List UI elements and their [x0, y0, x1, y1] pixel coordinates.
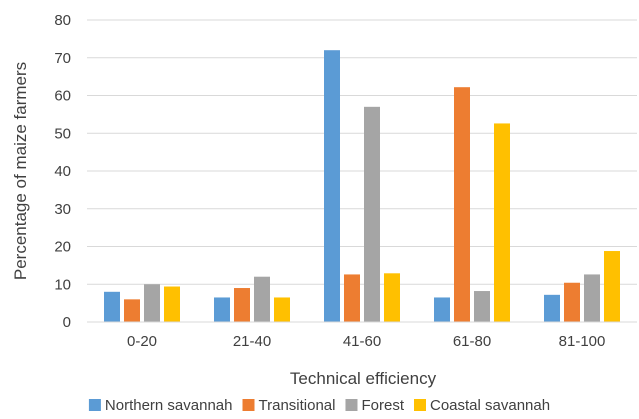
bar — [454, 87, 470, 322]
x-tick-label: 61-80 — [453, 333, 491, 350]
legend-label: Coastal savannah — [430, 397, 550, 414]
legend-label: Forest — [361, 397, 404, 414]
y-axis-title: Percentage of maize farmers — [11, 62, 30, 280]
bar — [104, 291, 120, 322]
legend-swatch — [88, 399, 101, 411]
legend-item: Coastal savannah — [414, 397, 550, 414]
legend-swatch — [414, 399, 426, 411]
bar — [324, 50, 340, 322]
bar — [144, 284, 160, 322]
y-tick-label: 50 — [54, 125, 71, 142]
bar — [384, 273, 400, 322]
y-tick-label: 60 — [54, 88, 71, 105]
y-tick-label: 40 — [54, 163, 71, 180]
bar — [474, 291, 490, 322]
gridlines — [87, 19, 637, 285]
bar — [164, 286, 180, 322]
x-tick-label: 81-100 — [559, 333, 606, 350]
legend-swatch — [242, 399, 255, 411]
bar — [604, 251, 620, 322]
bar — [584, 274, 600, 322]
x-tick-label: 0-20 — [127, 333, 157, 350]
x-axis-ticks: 0-20 21-40 41-60 61-80 81-100 — [127, 333, 605, 350]
legend-label: Transitional — [259, 397, 336, 414]
bar — [434, 297, 450, 322]
bar — [254, 276, 270, 322]
bars — [104, 50, 620, 322]
y-axis-ticks: 0 10 20 30 40 50 60 70 80 — [54, 12, 71, 331]
bar — [364, 106, 380, 322]
x-axis-title: Technical efficiency — [290, 369, 437, 388]
y-tick-label: 70 — [54, 50, 71, 67]
x-tick-label: 21-40 — [233, 333, 271, 350]
legend-label: Northern savannah — [105, 397, 233, 414]
bar — [544, 294, 560, 322]
legend-item: Transitional — [242, 397, 336, 414]
y-tick-label: 0 — [63, 314, 71, 331]
bar — [344, 274, 360, 322]
legend-item: Forest — [345, 397, 405, 414]
bar — [494, 123, 510, 322]
bar — [124, 299, 140, 322]
legend-swatch — [345, 399, 358, 411]
bar — [564, 282, 580, 322]
bar — [274, 297, 290, 322]
bar — [234, 288, 250, 322]
y-tick-label: 30 — [54, 201, 71, 218]
bar — [214, 297, 230, 322]
legend-item: Northern savannah — [88, 397, 233, 414]
y-tick-label: 10 — [54, 276, 71, 293]
y-tick-label: 20 — [54, 239, 71, 256]
y-tick-label: 80 — [54, 12, 71, 29]
x-tick-label: 41-60 — [343, 333, 381, 350]
legend: Northern savannah Transitional Forest Coast… — [88, 397, 550, 414]
